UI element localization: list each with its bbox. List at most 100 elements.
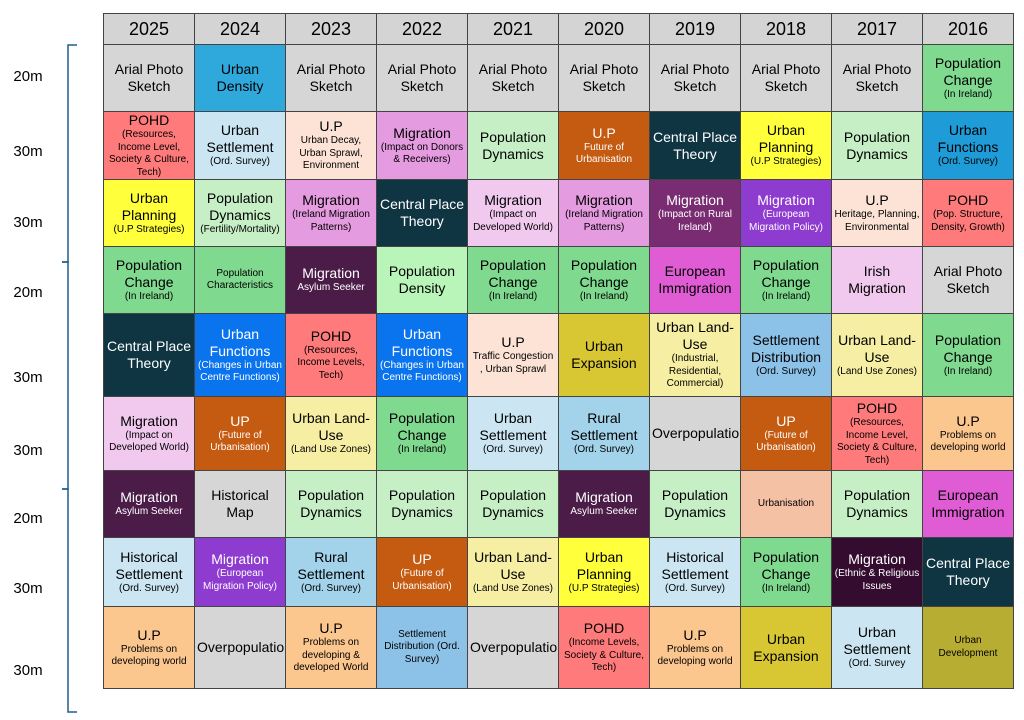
topic-title: Urban Settlement [479,410,547,444]
question-row: U.P Problems on developing world Overpopul… [103,606,1014,689]
time-mark: 20m [13,68,43,85]
topic-title: Migration [848,551,906,567]
topic-detail: (Ord. Survey) [755,365,816,377]
bracket-2 [62,261,69,490]
topic-cell: Historical Settlement (Ord. Survey) [649,537,741,607]
topic-cell: UP (Future of Urbanisation) [194,396,286,471]
topic-cell: Population Change (In Ireland) [467,246,559,314]
topic-title: Urban Functions [937,122,999,156]
time-mark: 30m [13,442,43,459]
topic-cell: U.P Heritage, Planning, Environmental [831,179,923,247]
topic-detail: (In Ireland) [579,290,629,302]
topic-title: POHD [856,400,898,416]
topic-detail: (Pop. Structure, Density, Growth) [931,209,1005,233]
topic-cell: Historical Settlement (Ord. Survey) [103,537,195,607]
time-mark: 30m [13,214,43,231]
topic-title: Population Change [388,410,456,444]
topic-cell: Overpopulation [194,606,286,689]
topic-title: Urban Expansion [753,630,819,664]
topic-cell: UP (Future of Urbanisation) [376,537,468,607]
topic-detail: (Land Use Zones) [472,582,554,594]
topic-cell: U.P Problems on developing world [649,606,741,689]
year-header: 2025 [103,13,195,45]
topic-cell: Urban Settlement (Ord. Survey [831,606,923,689]
time-mark: 30m [13,143,43,160]
topic-title: Arial Photo Sketch [114,61,184,94]
topic-detail: (Impact on Rural Ireland) [658,209,732,233]
topic-title: Population Dynamics [661,487,729,520]
topic-detail: Asylum Seeker [297,282,365,294]
topic-detail: Urban Development [938,635,998,659]
topic-detail: Problems on developing & developed World [293,637,369,674]
topic-detail: (Impact on Donors & Receivers) [380,141,464,166]
topic-cell: Population Characteristics [194,246,286,314]
topic-detail: Asylum Seeker [570,506,638,518]
topic-cell: Urban Functions (Changes in Urban Centre … [194,313,286,397]
topic-cell: Population Dynamics (Fertility/Mortality) [194,179,286,247]
question-row: Population Change (In Ireland) Population … [103,246,1014,314]
topic-detail: Population Characteristics [206,267,274,292]
topic-cell: Overpopulation [649,396,741,471]
topic-detail: (Resources, Income Level, Society & Cult… [836,417,918,466]
topic-detail: (Ord. Survey) [209,156,270,168]
topic-title: Overpopulation [652,425,741,441]
topic-title: Migration [666,192,724,208]
topic-cell: Population Dynamics [649,470,741,538]
topic-cell: Migration (Impact on Rural Ireland) [649,179,741,247]
topic-cell: European Immigration [922,470,1014,538]
topic-title: Migration [302,265,360,282]
topic-cell: Migration (Ethnic & Religious Issues [831,537,923,607]
topic-cell: Historical Map [194,470,286,538]
topic-cell: POHD (Resources, Income Levels, Tech) [285,313,377,397]
topic-cell: Migration Asylum Seeker [285,246,377,314]
year-header: 2024 [194,13,286,45]
topic-detail: Future of Urbanisation [575,141,633,166]
topic-cell: POHD (Resources, Income Level, Society & … [103,111,195,180]
question-row: Historical Settlement (Ord. Survey) Migrat… [103,537,1014,607]
topic-cell: Urban Development [922,606,1014,689]
topic-title: U.P [137,626,161,643]
topic-title: U.P [319,118,343,135]
topic-cell: Migration (Impact on Developed World) [103,396,195,471]
topic-title: Migration [484,192,542,208]
topic-detail: (Changes in Urban Centre Functions) [198,359,282,384]
topic-title: Urban Functions [209,325,271,359]
topic-title: Population Dynamics [206,189,274,223]
question-row: Urban Planning (U.P Strategies) Population… [103,179,1014,247]
topic-title: Migration [575,192,633,208]
topic-title: Arial Photo Sketch [751,61,821,94]
topic-detail: (Resources, Income Levels, Tech) [297,344,365,381]
topic-title: Urban Planning [758,122,814,156]
topic-cell: U.P Urban Decay, Urban Sprawl, Environmen… [285,111,377,180]
topic-detail: (In Ireland) [124,290,174,302]
topic-title: Central Place Theory [106,338,192,371]
topic-title: U.P [956,412,980,429]
topic-title: Arial Photo Sketch [933,263,1003,296]
topic-cell: U.P Problems on developing world [103,606,195,689]
topic-detail: (Resources, Income Level, Society & Cult… [108,129,190,178]
topic-title: Population Change [115,256,183,290]
topic-detail: (In Ireland) [488,290,538,302]
topic-cell: Population Change (In Ireland) [922,44,1014,112]
topic-detail: (Ethnic & Religious Issues [834,568,920,592]
topic-cell: Migration (Ireland Migration Patterns) [558,179,650,247]
topic-cell: Urban Land-Use (Industrial, Residential, … [649,313,741,397]
topic-detail: Asylum Seeker [115,506,183,518]
topic-cell: Urban Functions (Ord. Survey) [922,111,1014,180]
topic-title: Rural Settlement [570,410,638,444]
time-mark: 30m [13,580,43,597]
topic-detail: Heritage, Planning, Environmental [834,209,920,233]
topic-detail: (Ord. Survey) [573,444,634,456]
year-header: 2019 [649,13,741,45]
year-header: 2020 [558,13,650,45]
topic-cell: POHD (Income Levels, Society & Culture, T… [558,606,650,689]
topic-detail: (Land Use Zones) [836,365,918,377]
topic-title: Urban Land-Use [474,548,552,582]
topic-title: Urban Land-Use [292,410,370,444]
topic-detail: (Land Use Zones) [290,444,372,456]
topic-title: U.P [501,334,525,350]
topic-title: Migration [757,192,815,208]
topic-detail: (Ord. Survey) [300,582,361,594]
topic-cell: Population Change (In Ireland) [376,396,468,471]
